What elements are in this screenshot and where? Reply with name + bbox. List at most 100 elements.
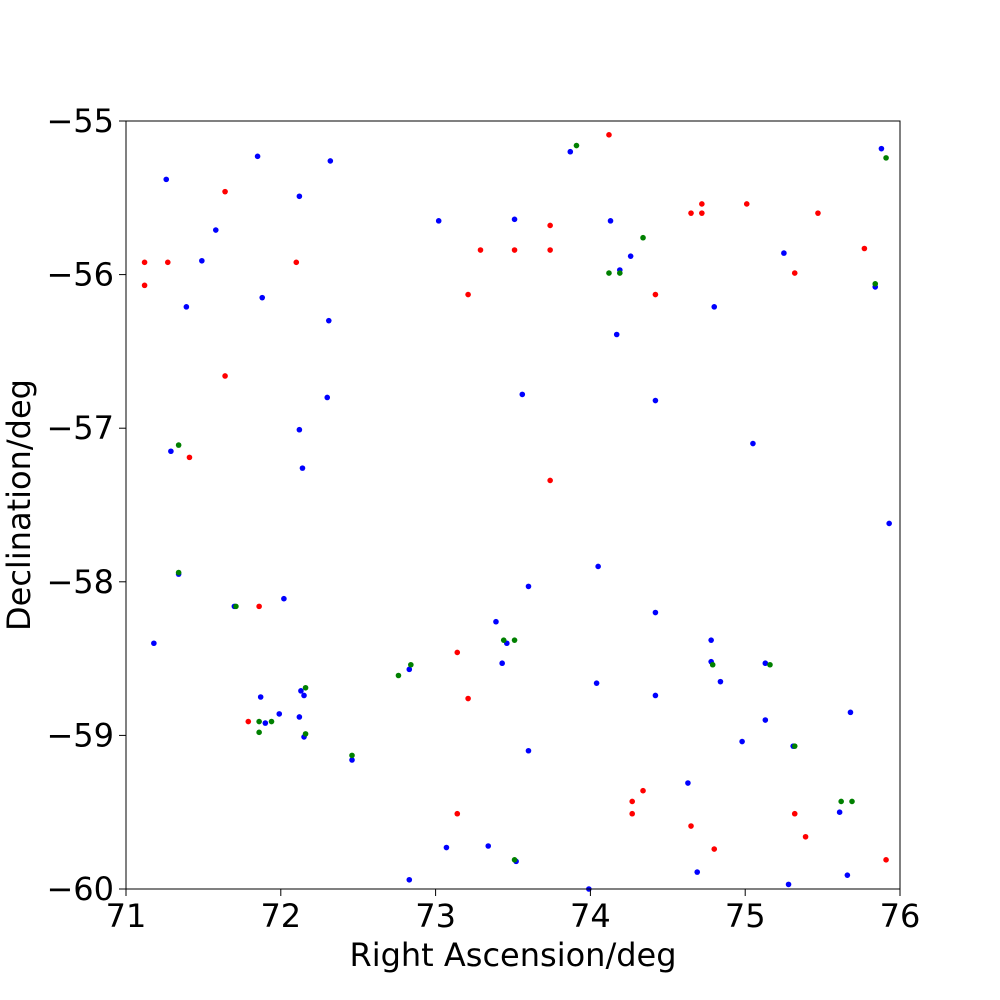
data-point [511,247,518,253]
x-tick-label: 74 [570,897,611,935]
data-point [302,731,309,737]
data-point [606,132,612,138]
data-point [750,440,756,447]
data-point [276,711,283,717]
data-point [652,397,659,404]
data-point [883,155,889,161]
data-point [141,282,148,289]
data-point [791,743,798,749]
data-point [709,661,716,668]
data-point [256,729,262,736]
data-point [293,259,300,266]
data-point [186,454,193,461]
data-point [711,846,718,852]
data-point [708,637,714,643]
data-point [802,833,809,840]
data-point [525,583,532,590]
data-point [254,153,261,160]
data-point [762,717,769,723]
data-point [164,259,171,266]
data-point [699,210,705,216]
data-point [327,158,334,164]
data-point [511,216,518,223]
data-point [525,747,532,754]
data-point [406,666,413,673]
data-point [652,609,659,616]
data-point [435,218,442,224]
data-point [406,876,413,883]
data-point [443,844,450,851]
data-point [199,257,205,264]
data-point [183,304,190,310]
data-point [519,391,526,398]
data-point [298,688,304,694]
data-point [222,188,228,195]
data-point [511,637,518,643]
data-point [629,810,635,817]
data-point [847,709,854,716]
data-point [499,660,505,667]
data-point [593,680,600,686]
data-point [325,317,332,324]
data-point [163,176,170,183]
data-point [743,201,750,207]
data-point [296,193,303,200]
data-point [629,798,635,805]
data-point [465,291,471,298]
data-point [652,692,659,699]
data-point [613,331,620,338]
x-tick-label: 71 [106,897,147,935]
data-point [257,694,264,700]
data-point [168,448,174,455]
data-point [233,603,239,610]
data-point [573,142,580,149]
data-points [141,132,892,892]
data-point [324,394,331,401]
data-point [477,247,484,253]
data-point [141,259,148,266]
data-point [485,843,492,849]
x-tick-label: 76 [880,897,921,935]
y-tick-label: −59 [46,716,114,754]
data-point [607,218,614,224]
plot-area [126,121,900,889]
data-point [454,649,461,656]
data-point [844,872,851,878]
data-point [791,270,798,276]
data-point [872,281,879,287]
data-point [465,695,471,702]
data-point [302,684,309,691]
data-point [694,869,701,875]
data-point [878,145,885,152]
data-point [767,661,773,668]
data-point [256,603,262,610]
data-point [627,253,634,259]
data-point [606,270,612,276]
data-point [617,270,623,276]
data-point [301,692,307,699]
data-point [547,477,553,484]
data-point [688,823,694,829]
data-point [256,718,262,725]
data-point [262,720,269,726]
y-tick-label: −58 [46,563,114,601]
x-axis-label: Right Ascension/deg [349,936,676,974]
data-point [883,857,889,863]
data-point [595,563,601,570]
data-point [296,426,303,433]
y-axis-ticks: −60 −59 −58 −57 −56 −55 [46,102,126,908]
data-point [281,595,287,602]
data-point [408,661,414,668]
data-point [175,569,182,576]
data-point [212,227,219,233]
data-point [500,637,507,643]
data-point [259,294,266,301]
data-point [652,291,659,298]
data-point [268,718,275,725]
y-tick-label: −57 [46,409,114,447]
data-point [349,752,355,759]
data-point [711,304,718,310]
data-point [815,210,821,216]
data-point [222,373,228,379]
data-point [739,738,745,745]
